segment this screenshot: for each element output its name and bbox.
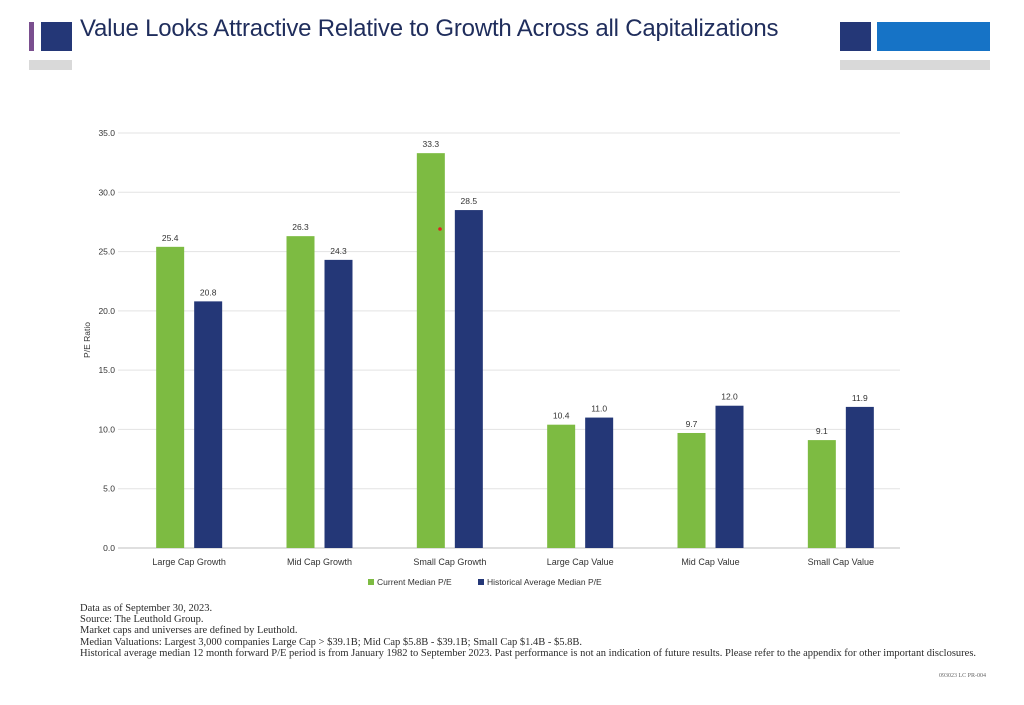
bars xyxy=(156,153,874,549)
x-tick-label: Mid Cap Value xyxy=(681,557,739,567)
page-title: Value Looks Attractive Relative to Growt… xyxy=(80,15,779,42)
y-tick-label: 35.0 xyxy=(98,128,115,138)
legend-label: Current Median P/E xyxy=(377,577,452,587)
header-gray-bar-right xyxy=(840,60,990,70)
y-tick-label: 0.0 xyxy=(103,543,115,553)
bar-current xyxy=(547,424,576,548)
bar-current xyxy=(286,236,315,548)
bar-value-label: 12.0 xyxy=(721,392,738,402)
footnote-median-valuations: Median Valuations: Largest 3,000 compani… xyxy=(80,636,583,648)
footnote-source: Source: The Leuthold Group. xyxy=(80,614,204,626)
x-tick-label: Large Cap Value xyxy=(547,557,614,567)
header-navy-block-right xyxy=(840,22,871,51)
x-tick-label: Mid Cap Growth xyxy=(287,557,352,567)
gridlines xyxy=(118,132,900,549)
bar-current xyxy=(677,432,706,548)
document-code: 093023 LC PR-004 xyxy=(938,673,986,679)
x-tick-label: Large Cap Growth xyxy=(152,557,226,567)
footnotes: Data as of September 30, 2023. Source: T… xyxy=(80,603,990,659)
footnote-market-caps: Market caps and universes are defined by… xyxy=(80,625,298,637)
header-accent-bar xyxy=(29,22,34,51)
y-tick-label: 15.0 xyxy=(98,365,115,375)
legend-swatch-historical xyxy=(478,579,484,585)
legend-label: Historical Average Median P/E xyxy=(487,577,602,587)
footnote-disclosure: Historical average median 12 month forwa… xyxy=(80,647,977,659)
bar-value-label: 9.7 xyxy=(686,419,698,429)
x-tick-label: Small Cap Value xyxy=(808,557,874,567)
y-tick-label: 25.0 xyxy=(98,247,115,257)
header-navy-block xyxy=(41,22,72,51)
bar-value-label: 9.1 xyxy=(816,426,828,436)
bar-historical xyxy=(845,406,874,548)
bar-value-label: 24.3 xyxy=(330,246,347,256)
bar-value-label: 11.0 xyxy=(591,404,607,414)
bar-value-label: 10.4 xyxy=(553,411,570,421)
bar-historical xyxy=(454,210,483,549)
bar-current xyxy=(416,153,445,548)
bar-historical xyxy=(585,417,614,548)
bar-value-label: 25.4 xyxy=(162,233,179,243)
bar-value-label: 20.8 xyxy=(200,287,217,297)
bar-value-label: 11.9 xyxy=(852,393,868,403)
legend: Current Median P/E Historical Average Med… xyxy=(368,577,602,587)
bar-current xyxy=(807,440,836,548)
bar-chart: 0.0 5.0 10.0 15.0 20.0 25.0 30.0 35.0 P/E Ratio… xyxy=(82,128,900,587)
bar-historical xyxy=(194,301,223,548)
y-tick-label: 30.0 xyxy=(98,187,115,197)
bar-current xyxy=(156,246,185,549)
bar-value-labels: 25.4 20.8 26.3 24.3 33.3 28.5 10.4 11.0 9.7 12.0 9… xyxy=(162,139,868,436)
bar-value-label: 28.5 xyxy=(461,196,478,206)
header-blue-block-right xyxy=(877,22,990,51)
bar-historical xyxy=(715,405,744,548)
y-axis-label: P/E Ratio xyxy=(82,322,92,358)
red-marker-dot xyxy=(438,227,442,231)
x-tick-labels: Large Cap Growth Mid Cap Growth Small Cap … xyxy=(152,557,874,567)
legend-swatch-current xyxy=(368,579,374,585)
bar-value-label: 26.3 xyxy=(292,222,309,232)
y-tick-label: 20.0 xyxy=(98,306,115,316)
bar-value-label: 33.3 xyxy=(423,139,440,149)
bar-historical xyxy=(324,259,353,548)
y-tick-labels: 0.0 5.0 10.0 15.0 20.0 25.0 30.0 35.0 xyxy=(98,128,115,553)
y-tick-label: 10.0 xyxy=(98,424,115,434)
x-tick-label: Small Cap Growth xyxy=(413,557,486,567)
y-tick-label: 5.0 xyxy=(103,484,115,494)
footnote-date: Data as of September 30, 2023. xyxy=(80,603,213,614)
header-gray-bar-left xyxy=(29,60,72,70)
